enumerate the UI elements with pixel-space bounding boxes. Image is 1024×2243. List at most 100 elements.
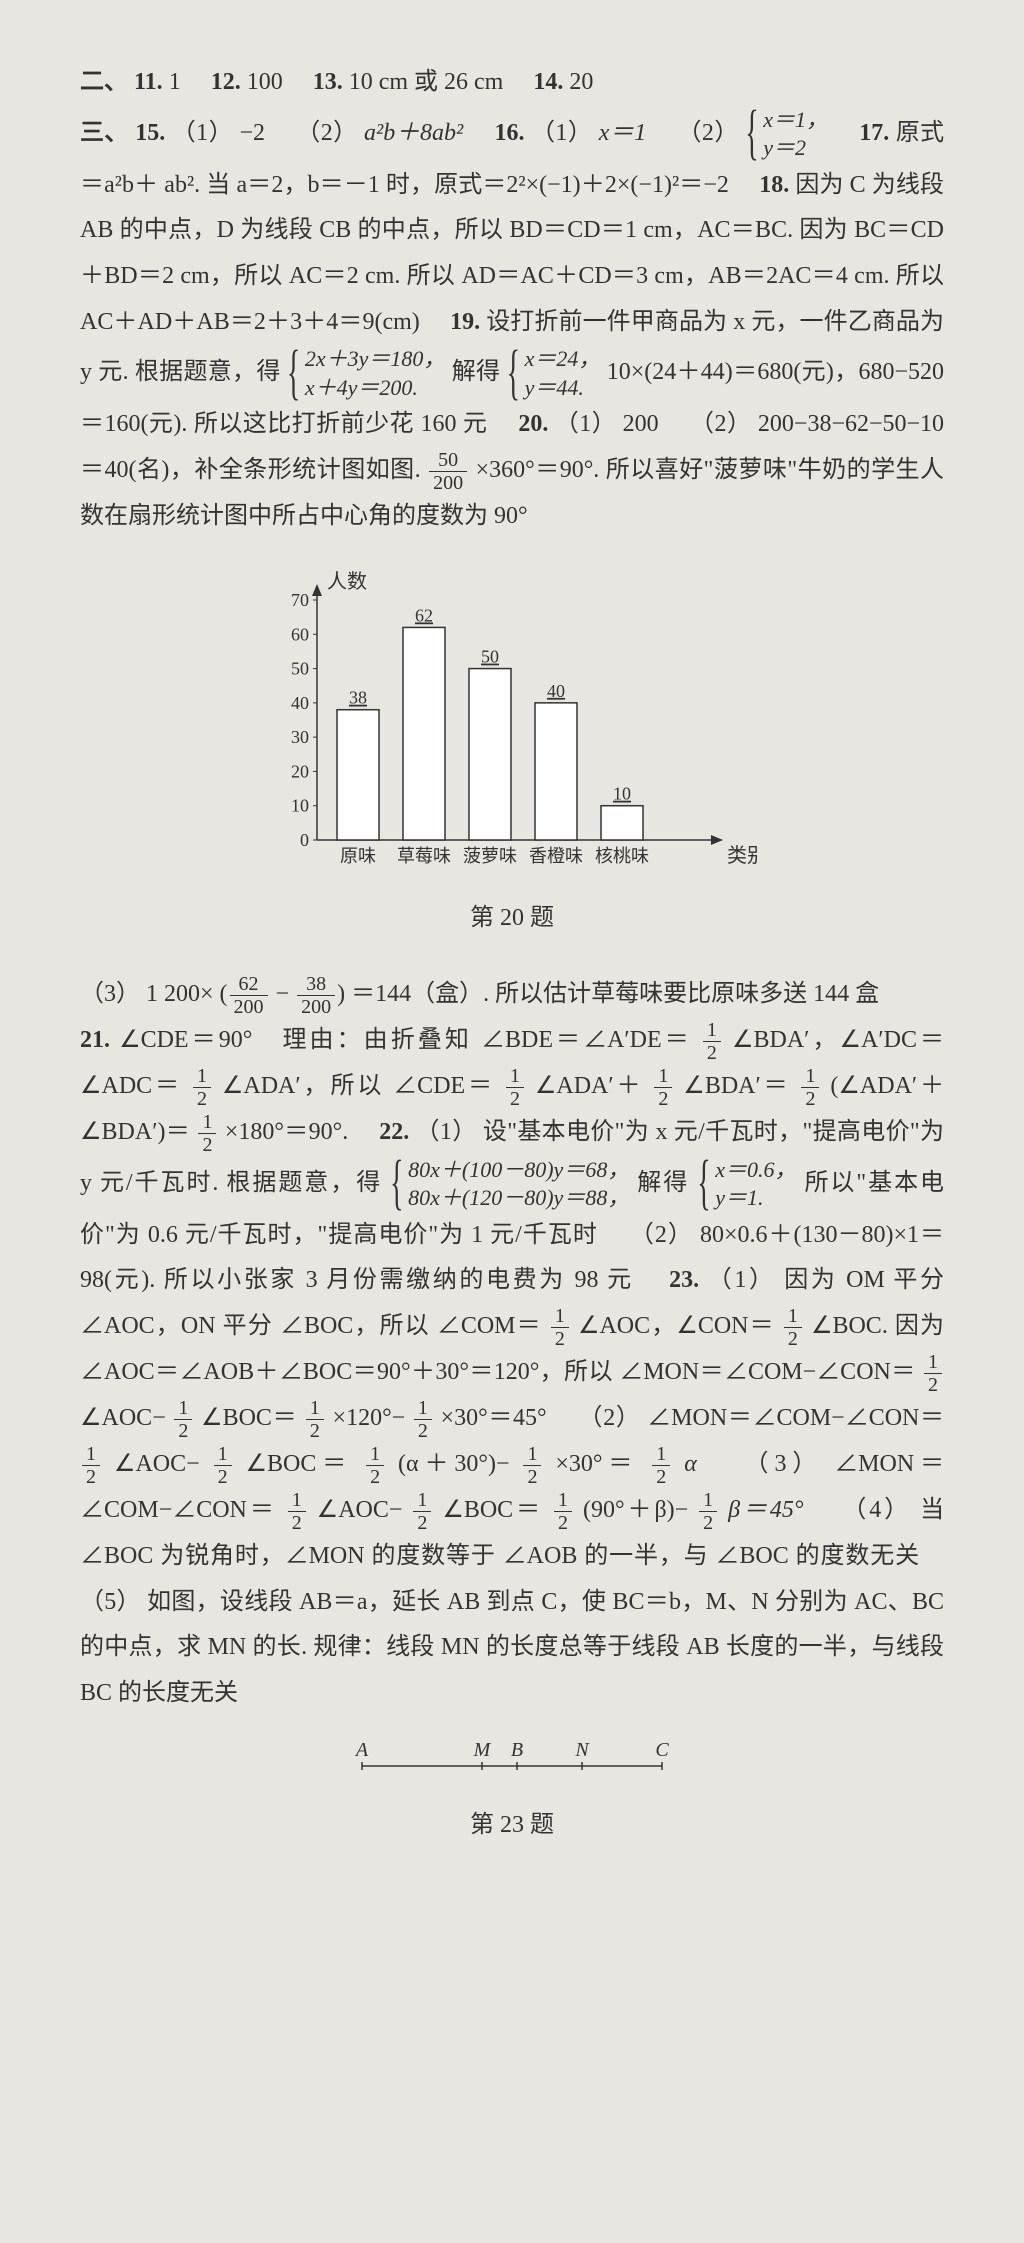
q23-p3-text5: β＝45° bbox=[728, 1497, 803, 1523]
q23-p2-text2: ∠AOC− bbox=[114, 1451, 200, 1477]
q23-p5-label: （5） bbox=[80, 1589, 141, 1615]
q20-p3-text1: 1 200× bbox=[146, 981, 214, 1007]
q22-p1-label: （1） bbox=[416, 1119, 477, 1145]
q11-num: 11. bbox=[134, 69, 163, 95]
q23-p2-text6: α bbox=[684, 1451, 697, 1477]
diagram-container: AMBNC 第 23 题 bbox=[80, 1736, 944, 1848]
q21-text4: ∠ADA′＋ bbox=[535, 1073, 644, 1099]
q19-sys1: 2x＋3y＝180， x＋4y＝200. bbox=[287, 345, 446, 402]
diagram-caption: 第 23 题 bbox=[80, 1803, 944, 1849]
q13-num: 13. bbox=[313, 69, 343, 95]
q21-text7: ×180°＝90°. bbox=[225, 1119, 348, 1145]
svg-text:C: C bbox=[655, 1739, 669, 1761]
q12-num: 12. bbox=[211, 69, 241, 95]
q23-p3-text3: ∠BOC＝ bbox=[442, 1497, 543, 1523]
chart-svg: 010203040506070人数类别38原味62草莓味50菠萝味40香橙味10… bbox=[267, 570, 757, 880]
svg-text:10: 10 bbox=[291, 795, 309, 815]
svg-text:草莓味: 草莓味 bbox=[397, 846, 451, 866]
document-content: 二、 11. 1 12. 100 13. 10 cm 或 26 cm 14. 2… bbox=[80, 60, 944, 1849]
svg-text:原味: 原味 bbox=[340, 846, 376, 866]
q23-p1-text7: ×30°＝45° bbox=[441, 1405, 547, 1431]
svg-text:B: B bbox=[511, 1739, 523, 1761]
q19-sys1-r1: 2x＋3y＝180， bbox=[305, 345, 446, 374]
q23-num: 23. bbox=[669, 1267, 699, 1293]
q21-text5: ∠BDA′＝ bbox=[683, 1073, 790, 1099]
q20-p3-label: （3） bbox=[80, 981, 140, 1007]
q16-num: 16. bbox=[495, 120, 525, 146]
q23-p2-text: ∠MON＝∠COM−∠CON＝ bbox=[647, 1405, 944, 1431]
q16-p1-label: （1） bbox=[531, 120, 592, 146]
svg-text:70: 70 bbox=[291, 590, 309, 610]
svg-text:62: 62 bbox=[415, 605, 433, 625]
svg-text:菠萝味: 菠萝味 bbox=[463, 846, 517, 866]
svg-text:0: 0 bbox=[300, 830, 309, 850]
q20-p1-label: （1） bbox=[555, 411, 616, 437]
q22-p2-label: （2） bbox=[630, 1222, 693, 1248]
q12-ans: 100 bbox=[247, 69, 283, 95]
q23-p2-label: （2） bbox=[579, 1405, 641, 1431]
q23-p1-label: （1） bbox=[708, 1267, 776, 1293]
svg-text:A: A bbox=[354, 1739, 369, 1761]
svg-text:核桃味: 核桃味 bbox=[595, 846, 649, 866]
q23-p4-label: （4） bbox=[842, 1497, 911, 1523]
q19-sys2: x＝24， y＝44. bbox=[507, 345, 601, 402]
q23-p3-text4: (90°＋β)− bbox=[583, 1497, 688, 1523]
chart-caption: 第 20 题 bbox=[80, 896, 944, 942]
svg-text:38: 38 bbox=[349, 687, 367, 707]
frac-num: 50 bbox=[429, 449, 467, 472]
q20-frac: 50 200 bbox=[429, 449, 467, 494]
svg-text:50: 50 bbox=[291, 658, 309, 678]
q20-p3-frac1: 62 200 bbox=[230, 973, 268, 1018]
q20-p3-frac2: 38 200 bbox=[297, 973, 335, 1018]
q23-p1-text2: ∠AOC，∠CON＝ bbox=[578, 1313, 775, 1339]
q23-p1-text5: ∠BOC＝ bbox=[201, 1405, 297, 1431]
q17-num: 17. bbox=[859, 120, 889, 146]
q22-sys1-r1: 80x＋(100－80)y＝68， bbox=[408, 1156, 629, 1185]
q19-mid: 解得 bbox=[452, 359, 501, 385]
q22-sys1: 80x＋(100－80)y＝68， 80x＋(120－80)y＝88， bbox=[390, 1156, 629, 1213]
q17-text2: ab². 当 a＝2，b＝－1 时，原式＝2²×(−1)＋2×(−1)²＝−2 bbox=[164, 172, 729, 198]
q18-num: 18. bbox=[759, 172, 789, 198]
q22-sys2-r2: y＝1. bbox=[715, 1184, 796, 1213]
q20-p3-minus: − bbox=[276, 981, 290, 1007]
svg-text:20: 20 bbox=[291, 761, 309, 781]
q22-sys2-r1: x＝0.6， bbox=[715, 1156, 796, 1185]
svg-text:类别: 类别 bbox=[727, 844, 757, 867]
q15-p2-label: （2） bbox=[296, 120, 357, 146]
q22-sys1-r2: 80x＋(120－80)y＝88， bbox=[408, 1184, 629, 1213]
chart-container: 010203040506070人数类别38原味62草莓味50菠萝味40香橙味10… bbox=[80, 570, 944, 942]
q20-p1-ans: 200 bbox=[623, 411, 659, 437]
q16-sys-r2: y＝2 bbox=[763, 134, 828, 163]
section3-label: 三、 bbox=[80, 120, 129, 146]
q22-mid: 解得 bbox=[637, 1170, 689, 1196]
q20-num: 20. bbox=[518, 411, 548, 437]
q16-p1-ans: x＝1 bbox=[599, 120, 647, 146]
line-diagram: AMBNC bbox=[342, 1736, 682, 1786]
svg-text:40: 40 bbox=[291, 692, 309, 712]
svg-text:人数: 人数 bbox=[327, 570, 367, 593]
q19-sys1-r2: x＋4y＝200. bbox=[305, 374, 446, 403]
q23-p2-text3: ∠BOC＝ bbox=[246, 1451, 353, 1477]
q23-p3-label: （3） bbox=[745, 1451, 823, 1477]
q23-p5-text: 如图，设线段 AB＝a，延长 AB 到点 C，使 BC＝b，M、N 分别为 AC… bbox=[80, 1589, 944, 1706]
svg-text:40: 40 bbox=[547, 680, 565, 700]
q23-p2-text4: (α＋30°)− bbox=[398, 1451, 510, 1477]
q23-p1-text4: ∠AOC− bbox=[80, 1405, 166, 1431]
svg-text:30: 30 bbox=[291, 727, 309, 747]
q14-num: 14. bbox=[533, 69, 563, 95]
q19-sys2-r1: x＝24， bbox=[525, 345, 601, 374]
q21-num: 21. bbox=[80, 1027, 110, 1053]
q20-p2-label: （2） bbox=[690, 411, 751, 437]
q15-num: 15. bbox=[135, 120, 165, 146]
q19-num: 19. bbox=[450, 309, 480, 335]
svg-text:香橙味: 香橙味 bbox=[529, 846, 583, 866]
svg-text:N: N bbox=[574, 1739, 590, 1761]
q16-sys-r1: x＝1， bbox=[763, 106, 828, 135]
q22-sys2: x＝0.6， y＝1. bbox=[697, 1156, 796, 1213]
svg-text:60: 60 bbox=[291, 624, 309, 644]
q16-system: x＝1， y＝2 bbox=[745, 106, 828, 163]
bar-chart: 010203040506070人数类别38原味62草莓味50菠萝味40香橙味10… bbox=[267, 570, 757, 897]
q23-p3-text2: ∠AOC− bbox=[317, 1497, 403, 1523]
q15-p1-ans: −2 bbox=[239, 120, 265, 146]
half-frac: 12 bbox=[703, 1019, 721, 1064]
